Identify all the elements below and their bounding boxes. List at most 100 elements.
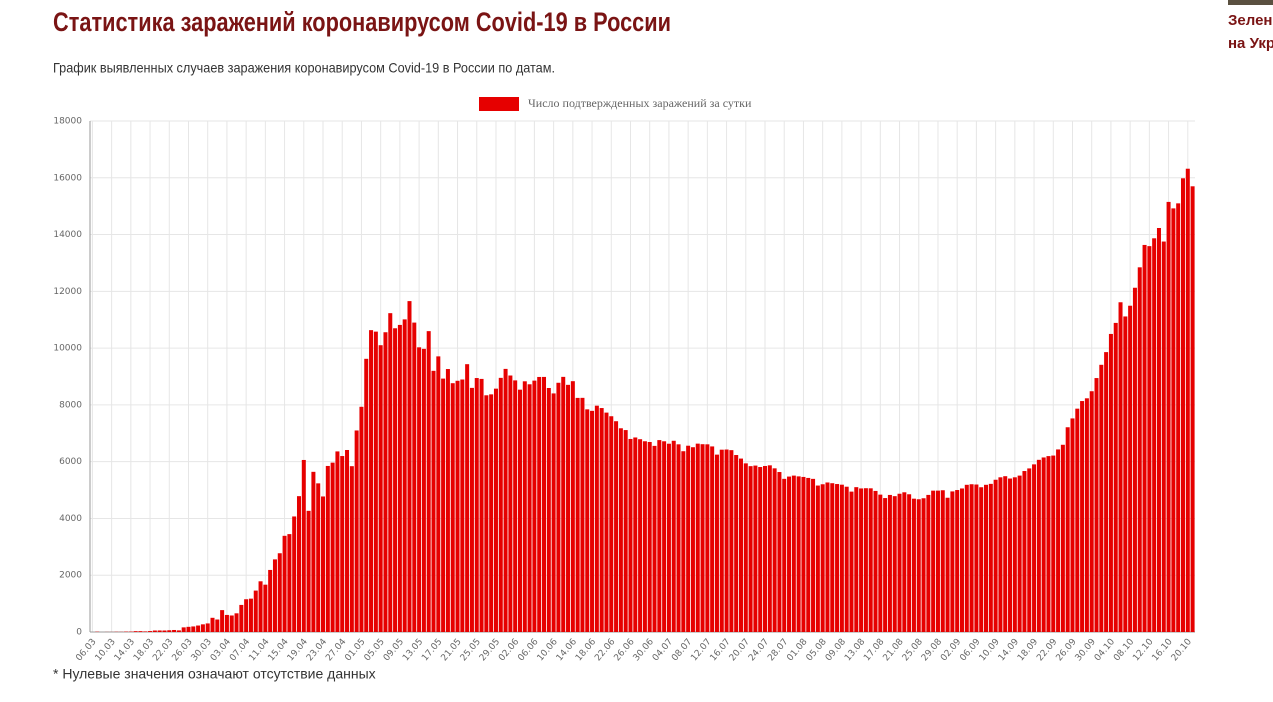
bar bbox=[652, 445, 657, 632]
bar bbox=[200, 624, 205, 632]
bar bbox=[321, 496, 326, 632]
x-tick-label: 16.07 bbox=[709, 637, 733, 663]
bar bbox=[820, 484, 825, 632]
bar bbox=[647, 441, 652, 632]
bar bbox=[373, 331, 378, 632]
bar bbox=[1132, 287, 1137, 632]
x-tick-label: 22.03 bbox=[151, 637, 175, 663]
bar bbox=[657, 440, 662, 632]
subtitle: График выявленных случаев заражения коро… bbox=[53, 60, 555, 76]
x-tick-label: 29.05 bbox=[478, 637, 502, 663]
bar bbox=[513, 380, 518, 632]
bar bbox=[551, 393, 556, 632]
bar bbox=[1094, 378, 1099, 632]
bar bbox=[1108, 333, 1113, 632]
bar bbox=[186, 626, 191, 632]
bar bbox=[1142, 244, 1147, 632]
bar bbox=[133, 631, 138, 632]
bar bbox=[676, 444, 681, 632]
y-tick-label: 8000 bbox=[59, 400, 82, 410]
bar bbox=[931, 490, 936, 632]
bar bbox=[642, 441, 647, 632]
bar bbox=[710, 446, 715, 632]
bar bbox=[148, 631, 153, 632]
x-tick-label: 14.03 bbox=[113, 637, 137, 663]
bar bbox=[1051, 455, 1056, 632]
bar bbox=[964, 484, 969, 632]
x-tick-label: 12.07 bbox=[689, 637, 713, 663]
x-tick-label: 20.10 bbox=[1170, 637, 1194, 663]
bar bbox=[763, 465, 768, 632]
bar bbox=[224, 614, 229, 632]
bar bbox=[215, 619, 220, 632]
bar bbox=[738, 458, 743, 632]
bar bbox=[340, 456, 345, 632]
bar bbox=[859, 488, 864, 632]
bar bbox=[575, 397, 580, 632]
bar bbox=[916, 499, 921, 632]
bar bbox=[796, 476, 801, 632]
bar bbox=[282, 535, 287, 632]
bar bbox=[292, 516, 297, 632]
bar bbox=[979, 487, 984, 632]
bar bbox=[863, 488, 868, 632]
bar bbox=[1065, 427, 1070, 632]
bar bbox=[517, 389, 522, 632]
legend-swatch bbox=[479, 97, 519, 111]
x-tick-label: 13.05 bbox=[401, 637, 425, 663]
bar bbox=[614, 421, 619, 632]
bar bbox=[767, 465, 772, 632]
y-tick-label: 4000 bbox=[59, 514, 82, 524]
bar bbox=[503, 368, 508, 632]
bar bbox=[969, 484, 974, 632]
bar bbox=[580, 397, 585, 632]
bar bbox=[484, 395, 489, 632]
bar bbox=[474, 378, 479, 632]
bar bbox=[465, 364, 470, 632]
bar bbox=[349, 466, 354, 632]
bar bbox=[902, 492, 907, 632]
bar bbox=[897, 493, 902, 632]
bar bbox=[1075, 408, 1080, 632]
bar bbox=[354, 430, 359, 632]
bar bbox=[325, 465, 330, 632]
bar bbox=[1084, 398, 1089, 632]
x-tick-label: 25.05 bbox=[459, 637, 483, 663]
bar bbox=[791, 475, 796, 632]
y-tick-label: 2000 bbox=[59, 571, 82, 581]
bar bbox=[690, 447, 695, 632]
bar bbox=[695, 443, 700, 632]
bar bbox=[921, 498, 926, 632]
bar bbox=[498, 377, 503, 632]
bar bbox=[998, 477, 1003, 632]
bar bbox=[412, 322, 417, 632]
bar bbox=[758, 467, 763, 632]
bar bbox=[369, 330, 374, 632]
bar bbox=[152, 630, 157, 632]
bar bbox=[1080, 401, 1085, 632]
plot: 0 2000 4000 6000 8000 10000 12000 14000 16000 180… bbox=[53, 96, 1195, 663]
sidebar-headline[interactable]: на Укра bbox=[1228, 35, 1273, 52]
bar bbox=[383, 332, 388, 632]
sidebar-headline[interactable]: Зеленс bbox=[1228, 12, 1273, 29]
bar bbox=[590, 410, 595, 632]
x-tick-label: 28.07 bbox=[766, 637, 790, 663]
bar bbox=[594, 405, 599, 632]
x-tick-label: 09.05 bbox=[382, 637, 406, 663]
bar bbox=[1113, 322, 1118, 632]
bar bbox=[1185, 168, 1190, 632]
bar bbox=[671, 440, 676, 632]
x-tick-label: 26.03 bbox=[170, 637, 194, 663]
y-tick-label: 12000 bbox=[53, 287, 82, 297]
bar bbox=[729, 450, 734, 632]
bar bbox=[705, 444, 710, 632]
bar bbox=[1104, 352, 1109, 632]
bar bbox=[445, 369, 450, 632]
thumbnail[interactable] bbox=[1228, 0, 1273, 5]
bar bbox=[878, 494, 883, 632]
bar bbox=[1171, 208, 1176, 633]
bar bbox=[450, 383, 455, 632]
bar bbox=[926, 494, 931, 632]
bar bbox=[748, 466, 753, 632]
bar bbox=[988, 483, 993, 632]
